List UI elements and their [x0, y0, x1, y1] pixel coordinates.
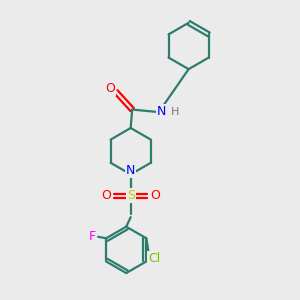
Text: O: O	[106, 82, 116, 95]
Text: H: H	[171, 107, 179, 117]
Text: Cl: Cl	[148, 252, 160, 265]
Text: O: O	[101, 189, 111, 202]
Text: O: O	[150, 189, 160, 202]
Text: F: F	[88, 230, 96, 243]
Text: S: S	[127, 189, 135, 202]
Text: N: N	[126, 164, 135, 177]
Text: N: N	[157, 106, 166, 118]
